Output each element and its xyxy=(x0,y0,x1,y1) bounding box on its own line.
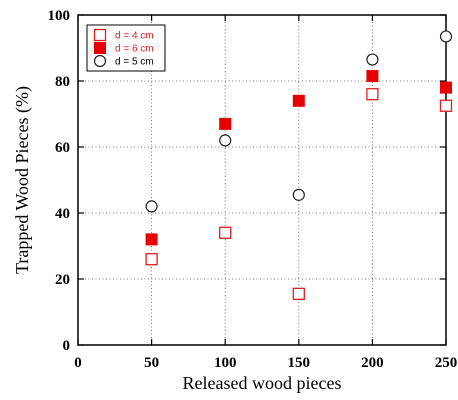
data-point-d-5-cm xyxy=(219,134,232,147)
data-point-d-4-cm xyxy=(439,99,453,112)
y-tick-label: 0 xyxy=(63,338,71,354)
x-tick-label: 150 xyxy=(288,355,311,371)
legend-label: d = 4 cm xyxy=(115,31,154,42)
legend-label: d = 5 cm xyxy=(115,57,154,68)
tick-labels: 0 50 100 150 200 250 0 20 40 60 80 100 xyxy=(48,8,458,371)
y-tick-label: 80 xyxy=(55,74,70,90)
plot-frame xyxy=(77,14,447,346)
x-tick-label: 200 xyxy=(361,355,384,371)
data-point-d-6-cm xyxy=(440,81,452,94)
x-axis-label: Released wood pieces xyxy=(183,373,342,393)
x-tick-label: 250 xyxy=(435,355,458,371)
y-tick-label: 60 xyxy=(55,140,70,156)
data-point-d-6-cm xyxy=(292,94,305,107)
data-point-d-6-cm xyxy=(366,70,379,83)
x-tick-label: 100 xyxy=(214,355,237,371)
data-points xyxy=(145,30,453,301)
legend-marker xyxy=(94,42,106,54)
y-tick-label: 100 xyxy=(48,8,71,24)
legend-marker xyxy=(93,54,107,68)
grid-lines xyxy=(78,15,446,345)
data-point-d-6-cm xyxy=(219,117,232,130)
x-tick-label: 0 xyxy=(74,355,82,371)
data-point-d-4-cm xyxy=(366,88,379,101)
y-tick-label: 20 xyxy=(55,272,70,288)
data-point-d-4-cm xyxy=(219,226,232,239)
legend-label: d = 6 cm xyxy=(115,44,154,55)
data-point-d-6-cm xyxy=(145,233,158,246)
data-point-d-4-cm xyxy=(292,287,305,301)
data-point-d-5-cm xyxy=(439,30,453,43)
data-point-d-5-cm xyxy=(145,200,158,213)
data-point-d-4-cm xyxy=(145,253,158,266)
legend: d = 4 cm d = 6 cm d = 5 cm xyxy=(86,24,166,72)
y-tick-label: 40 xyxy=(55,206,70,222)
data-point-d-5-cm xyxy=(366,53,379,66)
data-point-d-5-cm xyxy=(292,188,305,201)
x-tick-label: 50 xyxy=(144,355,159,371)
y-axis-label: Trapped Wood Pieces (%) xyxy=(12,86,33,274)
axis-ticks xyxy=(77,14,447,346)
legend-marker xyxy=(93,28,107,42)
